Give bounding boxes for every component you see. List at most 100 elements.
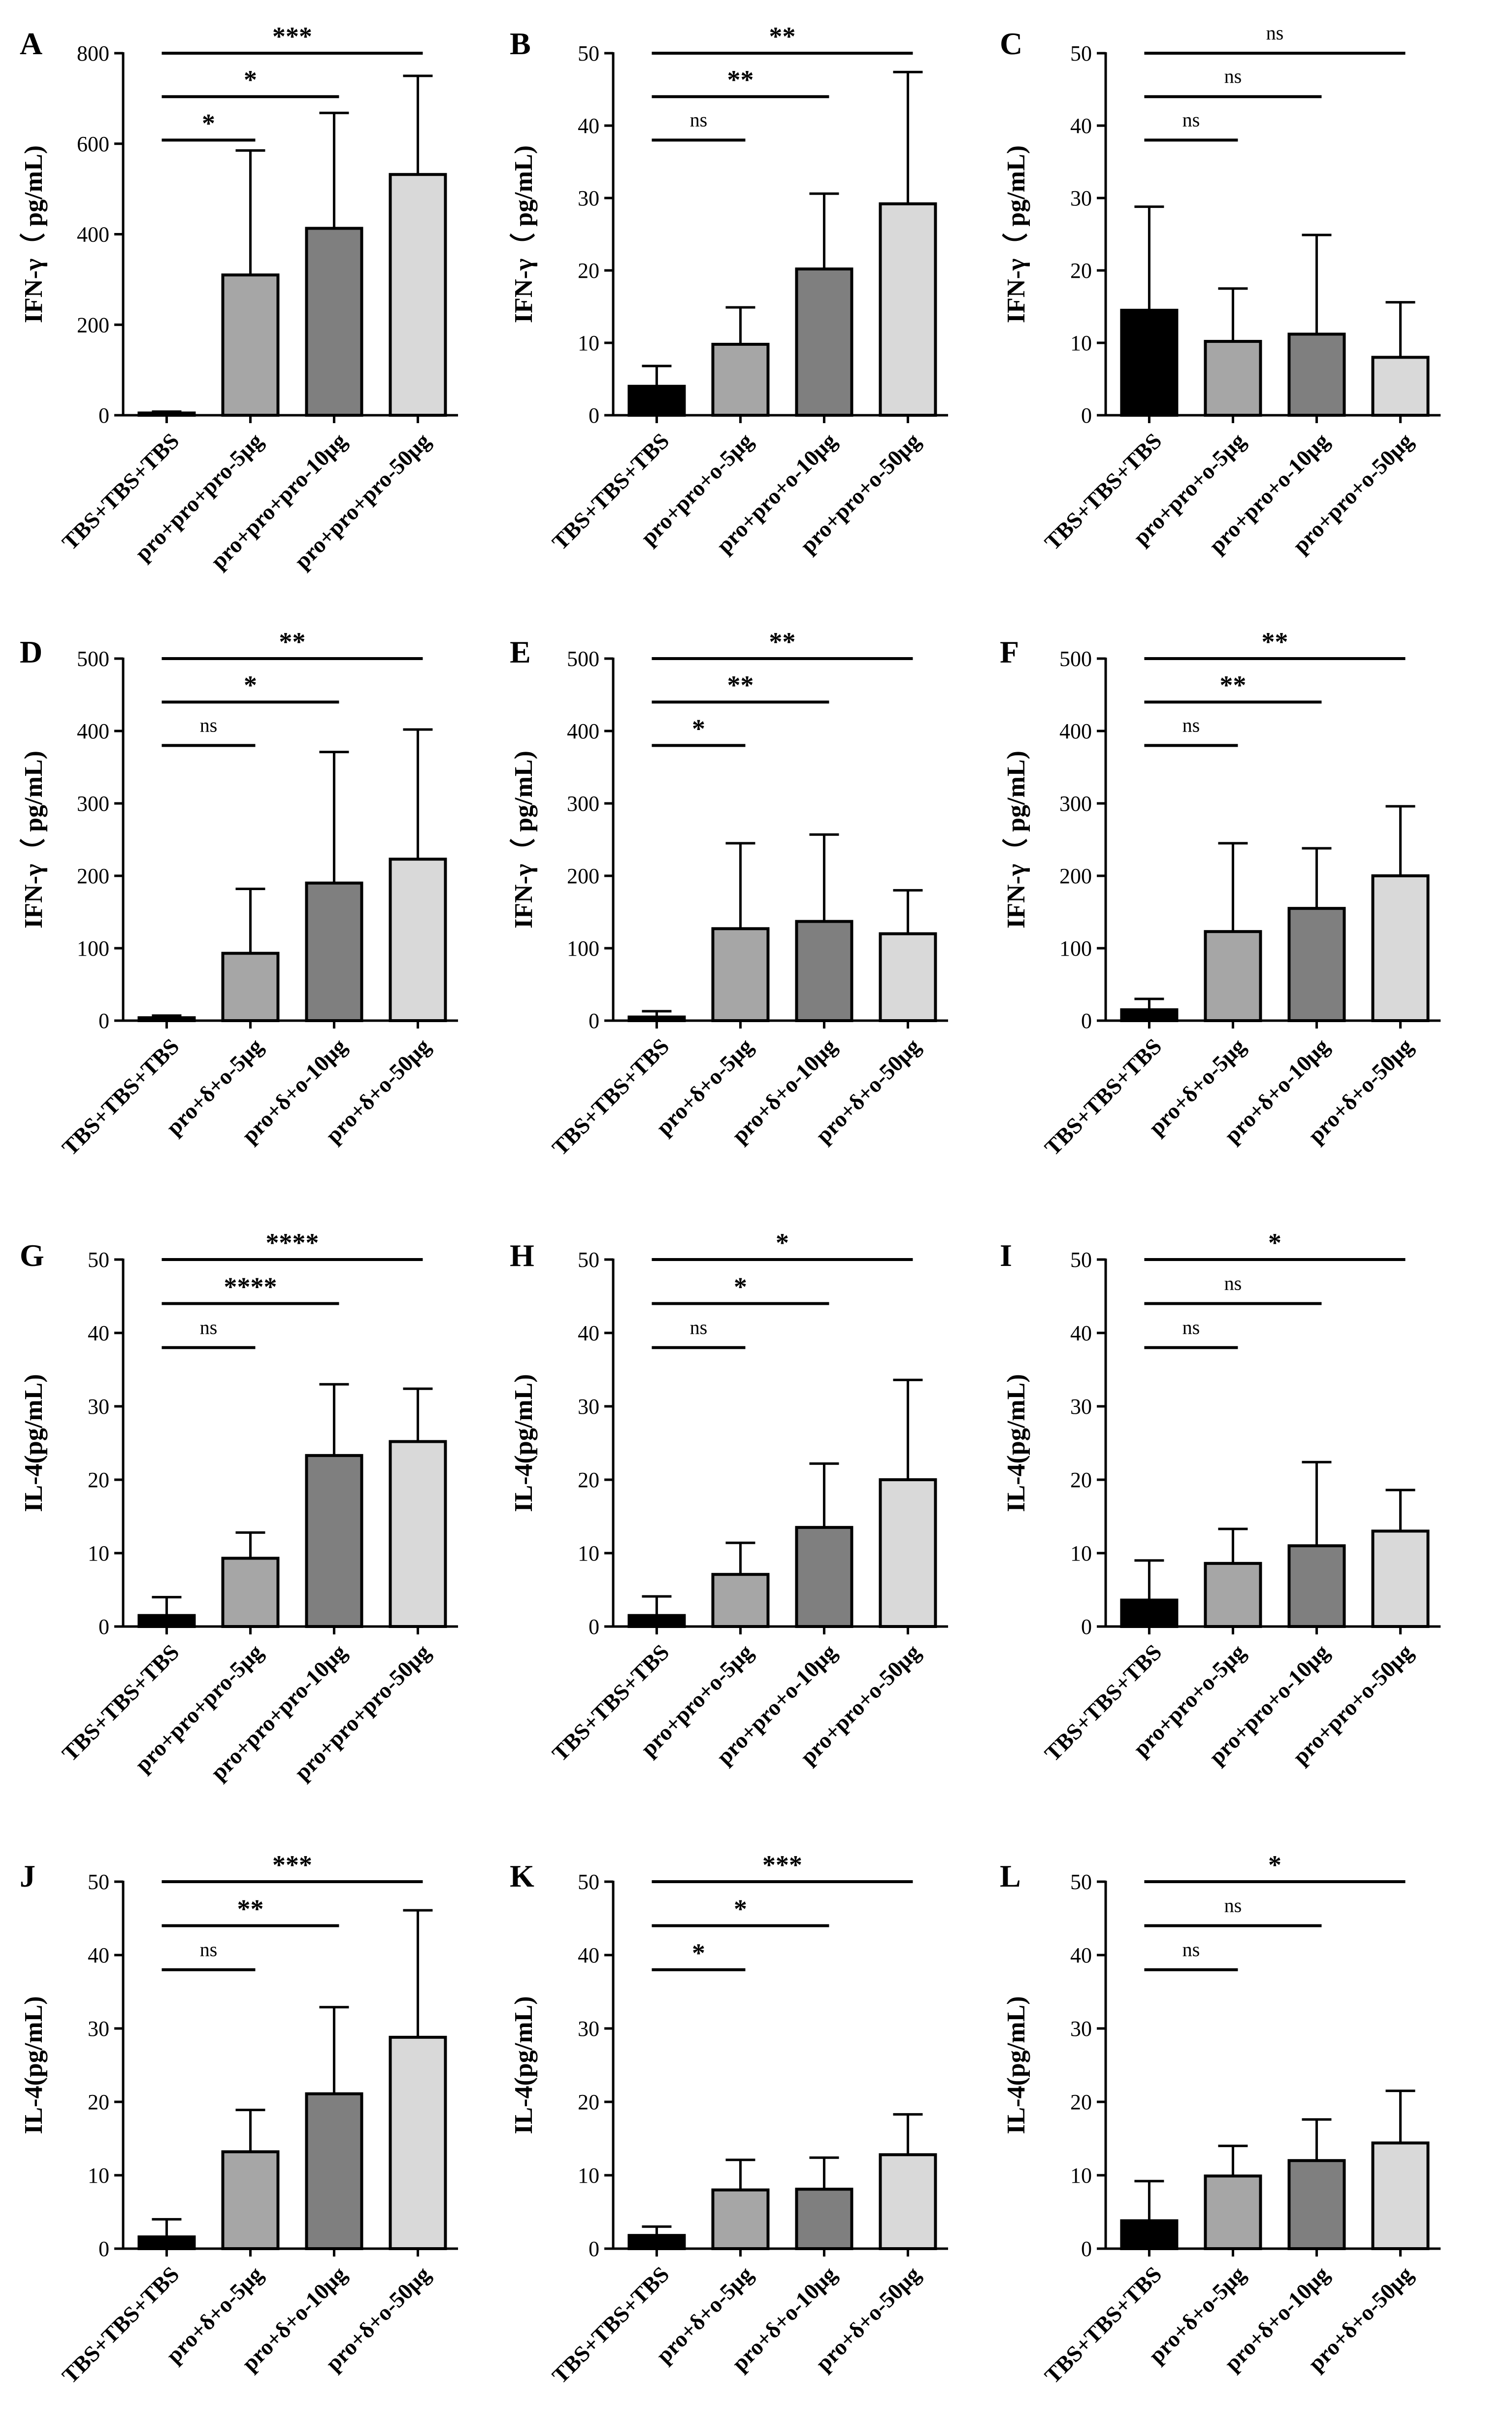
bar-3 xyxy=(1287,1544,1346,1628)
y-tick-label: 0 xyxy=(589,1615,599,1639)
bar-1 xyxy=(137,1614,196,1628)
bar-4 xyxy=(389,173,447,417)
y-tick-label: 50 xyxy=(578,41,599,66)
panel-letter: B xyxy=(510,26,531,61)
significance-label: * xyxy=(1268,1228,1282,1258)
significance-label: ns xyxy=(1224,1894,1242,1916)
significance-label: **** xyxy=(265,1228,319,1258)
significance-label: ** xyxy=(727,65,754,95)
bar-1 xyxy=(1120,1008,1179,1022)
y-tick-label: 20 xyxy=(1070,1468,1092,1492)
bar-1 xyxy=(1120,2219,1179,2250)
y-axis-label: IL-4(pg/mL) xyxy=(1002,1374,1030,1512)
significance-label: * xyxy=(692,1938,705,1968)
y-tick-label: 400 xyxy=(567,719,599,743)
y-tick-label: 0 xyxy=(99,2237,109,2261)
bar-1 xyxy=(1120,1598,1179,1628)
y-tick-label: 20 xyxy=(88,2090,109,2114)
significance-label: * xyxy=(244,65,257,95)
bar-2 xyxy=(221,2150,280,2250)
y-axis-label: IL-4(pg/mL) xyxy=(20,1996,48,2134)
bar-1 xyxy=(627,2234,686,2251)
y-tick-label: 30 xyxy=(578,1395,599,1419)
x-tick-label: TBS+TBS+TBS xyxy=(1040,2261,1167,2389)
y-tick-label: 500 xyxy=(567,647,599,671)
significance-label: *** xyxy=(272,22,312,51)
y-tick-label: 800 xyxy=(77,41,109,66)
y-tick-label: 30 xyxy=(578,2017,599,2041)
bar-4 xyxy=(1371,1529,1430,1628)
y-tick-label: 10 xyxy=(1070,331,1092,355)
y-tick-label: 500 xyxy=(77,647,109,671)
y-tick-label: 40 xyxy=(1070,1321,1092,1345)
panel-letter: E xyxy=(510,634,531,669)
y-axis-label: IFN-γ（ pg/mL) xyxy=(19,145,48,323)
significance-label: ns xyxy=(1224,1272,1242,1294)
y-tick-label: 0 xyxy=(1081,2237,1092,2261)
bar-1 xyxy=(137,411,196,417)
y-tick-label: 300 xyxy=(567,792,599,816)
significance-label: * xyxy=(692,714,705,743)
y-tick-label: 20 xyxy=(1070,2090,1092,2114)
y-tick-label: 30 xyxy=(88,1395,109,1419)
chart-panel-k: K01020304050IL-4(pg/mL)TBS+TBS+TBSpro+δ+… xyxy=(510,1850,948,2389)
significance-label: ns xyxy=(200,714,218,736)
significance-label: ns xyxy=(1183,1938,1200,1960)
y-tick-label: 50 xyxy=(578,1870,599,1894)
bar-1 xyxy=(1120,308,1179,417)
bar-4 xyxy=(879,932,937,1022)
significance-label: ** xyxy=(1219,670,1246,700)
y-axis-label: IFN-γ（ pg/mL) xyxy=(1002,145,1030,323)
bar-3 xyxy=(1287,907,1346,1023)
significance-label: * xyxy=(1268,1850,1282,1880)
panel-letter: I xyxy=(1000,1238,1012,1273)
significance-label: * xyxy=(244,670,257,700)
bar-2 xyxy=(221,952,280,1023)
y-tick-label: 10 xyxy=(1070,2163,1092,2188)
x-tick-label: TBS+TBS+TBS xyxy=(547,1033,674,1161)
bar-3 xyxy=(795,920,854,1022)
y-tick-label: 600 xyxy=(77,132,109,156)
significance-label: ns xyxy=(1224,65,1242,87)
bar-3 xyxy=(305,1454,363,1628)
significance-label: ** xyxy=(1261,627,1288,657)
chart-panel-l: L01020304050IL-4(pg/mL)TBS+TBS+TBSpro+δ+… xyxy=(1000,1850,1441,2389)
bar-4 xyxy=(1371,356,1430,417)
y-tick-label: 30 xyxy=(1070,1395,1092,1419)
bar-4 xyxy=(389,2035,447,2250)
y-tick-label: 10 xyxy=(578,331,599,355)
y-tick-label: 20 xyxy=(578,259,599,283)
bar-2 xyxy=(221,1557,280,1628)
significance-label: * xyxy=(776,1228,789,1258)
y-tick-label: 300 xyxy=(77,792,109,816)
bar-1 xyxy=(627,1614,686,1628)
y-tick-label: 50 xyxy=(578,1248,599,1272)
bar-2 xyxy=(711,1573,770,1628)
y-tick-label: 40 xyxy=(578,114,599,138)
x-tick-label: TBS+TBS+TBS xyxy=(1040,1033,1167,1161)
bar-2 xyxy=(711,927,770,1023)
y-tick-label: 0 xyxy=(1081,403,1092,428)
panel-letter: G xyxy=(20,1238,44,1273)
y-axis-label: IFN-γ（ pg/mL) xyxy=(19,751,48,929)
y-tick-label: 400 xyxy=(1059,719,1092,743)
y-tick-label: 200 xyxy=(77,313,109,337)
significance-label: ns xyxy=(690,108,708,131)
panel-letter: C xyxy=(1000,26,1022,61)
x-tick-label: TBS+TBS+TBS xyxy=(547,2261,674,2389)
bar-2 xyxy=(221,273,280,417)
significance-label: ns xyxy=(1183,108,1200,131)
y-tick-label: 0 xyxy=(99,403,109,428)
bar-3 xyxy=(305,227,363,417)
chart-panel-i: I01020304050IL-4(pg/mL)TBS+TBS+TBSpro+pr… xyxy=(1000,1228,1441,1769)
bar-4 xyxy=(879,202,937,417)
bar-4 xyxy=(1371,2141,1430,2250)
x-tick-label: TBS+TBS+TBS xyxy=(57,2261,184,2389)
bar-2 xyxy=(1204,1561,1262,1628)
significance-label: ns xyxy=(1266,22,1284,44)
bar-2 xyxy=(711,2188,770,2250)
